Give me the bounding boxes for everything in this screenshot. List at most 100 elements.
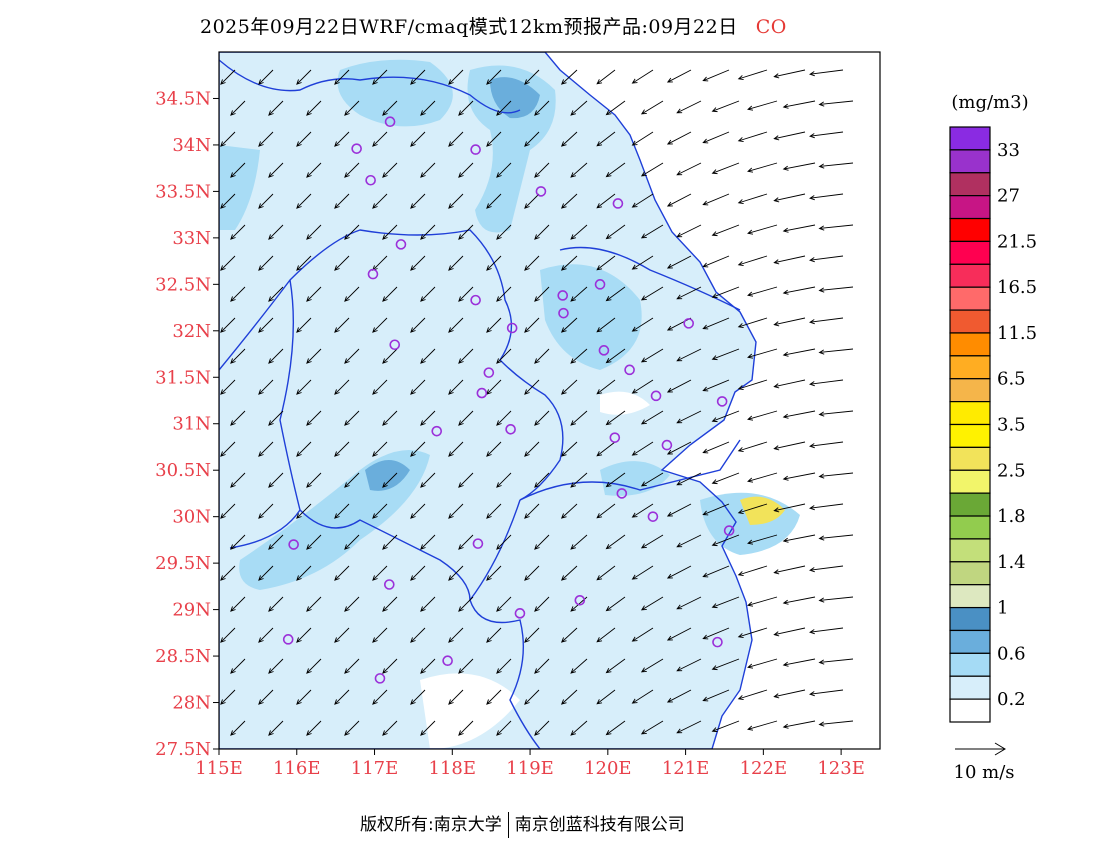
wind-vector: [773, 317, 806, 327]
wind-vector: [306, 100, 322, 116]
wind-vector: [640, 720, 664, 735]
wind-vector: [782, 472, 816, 481]
legend-label: 0.2: [997, 689, 1026, 710]
wind-vector: [702, 441, 730, 454]
wind-vector: [334, 131, 350, 147]
lat-tick-label: 32N: [172, 321, 211, 342]
lat-tick-label: 29.5N: [155, 553, 211, 574]
title-text: 2025年09月22日WRF/cmaq模式12km预报产品:09月22日: [200, 16, 738, 38]
monitoring-station-marker: [395, 239, 407, 250]
wind-vector: [711, 596, 740, 609]
pollutant-label: CO: [755, 16, 787, 38]
wind-vector: [220, 255, 236, 271]
wind-vector: [372, 503, 388, 519]
wind-vector: [570, 348, 588, 364]
wind-vector: [560, 565, 578, 581]
wind-vector: [818, 534, 854, 541]
wind-vector: [596, 255, 616, 271]
monitoring-station-marker: [661, 439, 673, 451]
wind-vector: [640, 162, 664, 177]
wind-vector: [448, 379, 464, 395]
wind-vector: [534, 162, 550, 178]
monitoring-station-marker: [506, 322, 518, 334]
concentration-patch: [420, 673, 520, 749]
wind-vector: [782, 534, 816, 543]
wind-vector: [747, 658, 778, 669]
legend-color-box: [949, 401, 991, 426]
wind-vector: [631, 131, 654, 146]
wind-vector: [773, 565, 806, 575]
lon-tick-label: 118E: [429, 758, 477, 779]
wind-vector: [486, 689, 502, 705]
wind-vector: [496, 596, 512, 612]
wind-vector: [560, 441, 578, 457]
wind-vector: [737, 379, 768, 391]
wind-vector: [747, 720, 778, 731]
wind-vector: [382, 100, 398, 116]
wind-vector: [258, 689, 274, 705]
wind-vector: [702, 627, 730, 640]
wind-vector: [666, 193, 692, 207]
lat-tick-label: 30N: [172, 507, 211, 528]
wind-vector: [372, 317, 388, 333]
wind-vector: [570, 658, 588, 674]
wind-reference-label: 10 m/s: [954, 762, 1015, 783]
wind-vector: [268, 162, 284, 178]
province-border: [559, 246, 741, 311]
wind-vector: [486, 317, 502, 333]
wind-vector: [268, 472, 284, 488]
wind-vector: [382, 658, 398, 674]
legend-color-box: [949, 446, 991, 471]
legend-label: 6.5: [997, 369, 1026, 390]
legend-unit: (mg/m3): [951, 92, 1028, 113]
legend-color-box: [949, 172, 991, 197]
wind-vector: [382, 224, 398, 240]
lon-tick-label: 115E: [195, 758, 243, 779]
wind-vector: [640, 534, 664, 549]
wind-vector: [809, 317, 844, 325]
wind-vector: [640, 348, 664, 363]
concentration-patch: [219, 145, 260, 230]
monitoring-station-marker: [384, 116, 396, 127]
wind-vector: [382, 534, 398, 550]
wind-vector: [448, 689, 464, 705]
wind-vector: [605, 162, 626, 178]
monitoring-station-marker: [609, 432, 621, 443]
wind-reference-arrow: [955, 742, 1006, 756]
wind-vector: [570, 410, 588, 426]
wind-vector: [486, 193, 502, 209]
legend-color-box: [949, 217, 991, 243]
wind-vector: [631, 627, 654, 642]
wind-vector: [420, 348, 436, 364]
wind-vector: [676, 658, 702, 672]
wind-vector: [596, 627, 616, 643]
wind-vector: [258, 441, 274, 457]
wind-vector: [220, 565, 236, 581]
wind-vector: [296, 627, 312, 643]
wind-vector: [382, 720, 398, 736]
wind-vector: [747, 286, 778, 297]
wind-vector: [410, 193, 426, 209]
footer-separator: [507, 812, 509, 838]
wind-vector: [296, 379, 312, 395]
wind-vector: [596, 317, 616, 333]
wind-vector: [372, 689, 388, 705]
wind-vector: [666, 565, 692, 579]
wind-vector: [605, 286, 626, 302]
wind-vector: [496, 410, 512, 426]
wind-vector: [560, 193, 578, 209]
wind-vector: [448, 69, 464, 85]
wind-vector: [258, 255, 274, 271]
wind-vector: [524, 627, 540, 643]
wind-vector: [809, 441, 844, 449]
province-border: [519, 439, 741, 501]
monitoring-station-marker: [384, 579, 395, 590]
land-area: [219, 52, 756, 749]
wind-vector: [458, 472, 474, 488]
wind-vector: [448, 317, 464, 333]
wind-vector: [382, 472, 398, 488]
legend-color-box: [949, 675, 991, 700]
coastline: [219, 52, 757, 749]
wind-vector: [496, 286, 512, 302]
